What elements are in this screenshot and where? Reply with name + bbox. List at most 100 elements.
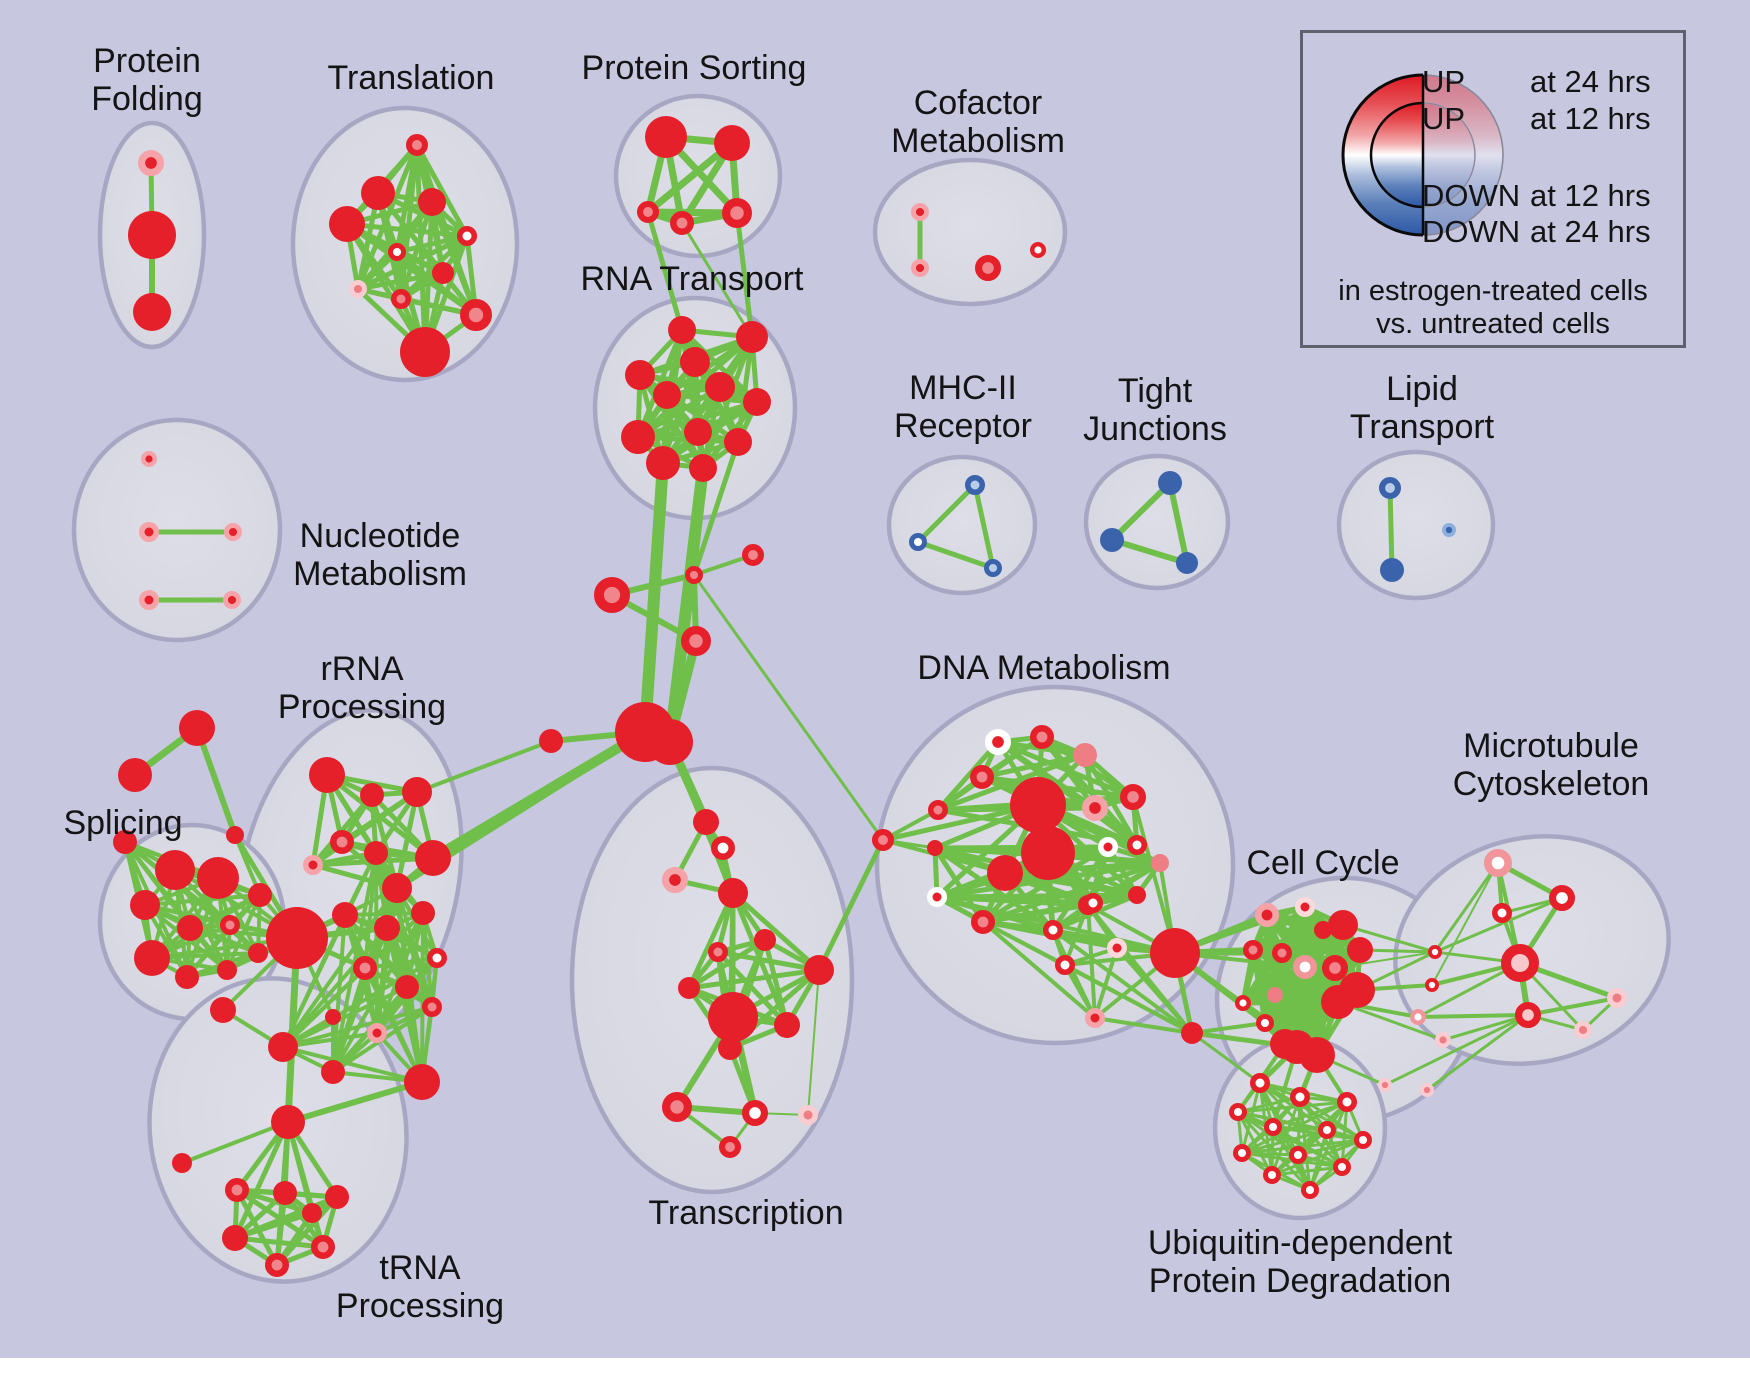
network-node-S3	[177, 915, 203, 941]
network-node-M2	[1492, 903, 1512, 923]
network-node-UB5	[1317, 1120, 1336, 1139]
network-edge	[1240, 1138, 1365, 1155]
network-edge	[1109, 537, 1190, 566]
network-edge	[645, 209, 685, 333]
cluster-ellipse-tight-junctions	[1083, 453, 1231, 591]
network-edge	[375, 886, 399, 1035]
network-node-D24	[1181, 1022, 1203, 1044]
network-node-CB4	[1378, 1078, 1393, 1093]
network-node-K3	[539, 729, 563, 753]
network-node-CF1	[910, 259, 929, 278]
network-edge	[686, 890, 736, 991]
network-node-R14	[422, 997, 442, 1017]
network-node-K2	[742, 544, 765, 567]
network-node-K0	[594, 577, 631, 614]
network-edge	[644, 139, 736, 216]
network-node-R8	[415, 840, 451, 876]
network-node-U6	[222, 1225, 248, 1251]
network-node-T1	[361, 176, 395, 210]
network-node-D17	[1081, 795, 1108, 822]
network-node-UB6	[1353, 1130, 1372, 1149]
network-edge	[1433, 896, 1564, 954]
network-edge	[1240, 1128, 1329, 1155]
network-edge	[915, 482, 978, 545]
network-node-CB1	[1425, 977, 1440, 992]
network-node-MH1	[908, 532, 927, 551]
network-edge	[1336, 1000, 1445, 1042]
network-node-R12	[352, 955, 377, 980]
network-node-UB4	[1263, 1117, 1282, 1136]
network-node-R5	[364, 841, 388, 865]
network-edge	[981, 920, 1097, 1020]
network-edge	[1308, 1100, 1349, 1192]
network-node-UB7	[1232, 1143, 1251, 1162]
network-node-M3	[1501, 944, 1539, 982]
network-node-D14	[1043, 920, 1063, 940]
network-node-X2	[662, 867, 689, 894]
network-node-S8	[217, 960, 237, 980]
network-node-RT8	[684, 418, 712, 446]
legend-direction-label: UP	[1422, 64, 1466, 99]
network-edge	[1296, 1138, 1365, 1157]
network-edge	[715, 949, 790, 1028]
network-edge	[1387, 485, 1395, 573]
network-edge	[232, 1119, 291, 1241]
network-node-CC12	[1255, 1013, 1274, 1032]
cluster-ellipse-mhc-ii-receptor	[886, 454, 1038, 596]
network-edge	[1063, 963, 1097, 1020]
network-node-PS1	[714, 125, 750, 161]
network-edge	[816, 837, 886, 973]
legend-time-label: at 24 hrs	[1530, 214, 1651, 249]
network-node-D5	[1119, 784, 1146, 811]
network-edge	[355, 270, 446, 292]
network-edge	[281, 985, 409, 1049]
network-node-S7	[175, 965, 199, 989]
network-edge	[981, 903, 1090, 924]
network-node-U7	[264, 1253, 289, 1278]
network-edge	[194, 725, 238, 838]
network-node-MH0	[965, 475, 985, 495]
network-node-TRI0	[179, 710, 215, 746]
network-edge	[980, 844, 1111, 925]
network-edge	[915, 539, 996, 571]
network-edge	[285, 1079, 425, 1125]
network-node-X7	[804, 955, 834, 985]
network-node-R2	[402, 777, 432, 807]
legend-direction-label: DOWN	[1422, 214, 1521, 249]
network-node-D11	[927, 887, 947, 907]
network-node-CC1	[1295, 897, 1315, 917]
network-node-R7	[374, 915, 400, 941]
network-node-R6	[332, 902, 358, 928]
network-node-PF0	[137, 149, 164, 176]
network-node-CC15	[1299, 1037, 1335, 1073]
network-node-CC13	[1267, 987, 1283, 1003]
network-edge	[394, 233, 470, 255]
network-node-NM0	[140, 451, 157, 468]
network-node-T8	[391, 289, 411, 309]
legend-time-label: at 12 hrs	[1530, 101, 1651, 136]
network-node-RT10	[646, 446, 680, 480]
network-edge	[1051, 928, 1194, 1035]
network-edge	[180, 1120, 290, 1165]
network-edge	[375, 1005, 434, 1035]
network-node-X10	[718, 1036, 742, 1060]
network-node-D20	[1128, 886, 1146, 904]
network-node-S2	[130, 890, 160, 920]
network-node-CC16	[1270, 1029, 1300, 1059]
network-node-S9	[248, 943, 268, 963]
network-node-PS0	[645, 116, 687, 158]
network-node-H2	[266, 907, 328, 969]
network-node-CB2	[1409, 1009, 1426, 1026]
network-node-CC3	[1328, 910, 1358, 940]
network-edge	[363, 956, 439, 970]
network-node-RT11	[689, 454, 717, 482]
network-edge	[1050, 844, 1111, 933]
network-node-U2	[225, 1178, 250, 1203]
legend-updown-glyph-icon	[1341, 73, 1507, 237]
network-edge	[274, 1190, 288, 1268]
network-edge	[1425, 1013, 1530, 1092]
network-edge	[1190, 1021, 1267, 1035]
network-edge	[1190, 1031, 1262, 1085]
network-edge	[1115, 946, 1194, 1035]
